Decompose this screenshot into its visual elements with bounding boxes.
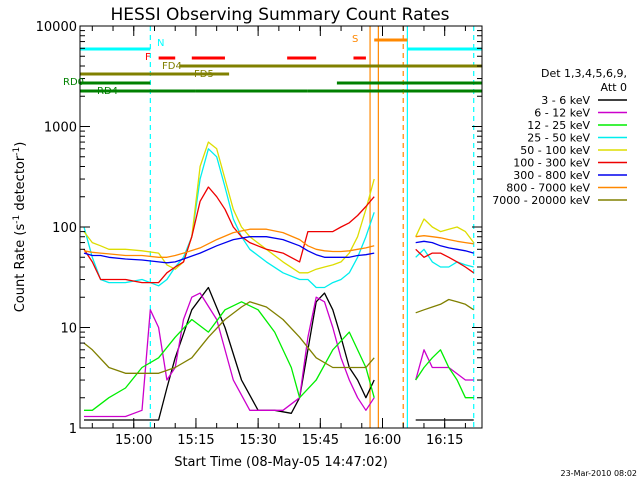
flag-label-rd0: RD0 [63,77,84,88]
legend-header: Det 1,3,4,5,6,9, [541,67,627,80]
legend-label-50-100-kev: 50 - 100 keV [520,144,590,157]
flag-label-fd5: FD5 [194,69,214,80]
series-25-50-kev-line [83,148,474,289]
series-6-12-kev-line [84,292,474,418]
flag-label-s: S [352,34,358,45]
legend-label-7000-20000-kev: 7000 - 20000 keV [492,194,590,207]
x-tick-label: 15:30 [239,433,276,448]
x-tick-label: 15:45 [302,433,339,448]
chart-title: HESSI Observing Summary Count Rates [110,5,449,25]
series-7000-20000-kev-line [83,298,475,374]
legend-label-300-800-kev: 300 - 800 keV [513,169,590,182]
x-tick-label: 16:00 [364,433,401,448]
series-300-800-kev-line [83,236,474,264]
series-50-100-kev-line [83,141,475,274]
legend-header: Att 0 [601,81,627,94]
x-axis-label: Start Time (08-May-05 14:47:02) [174,455,388,470]
flag-label-fd4: FD4 [162,61,182,72]
y-tick-label: 1 [69,422,77,437]
timestamp-footer: 23-Mar-2010 08:02 [561,469,638,478]
legend-label-6-12-kev: 6 - 12 keV [534,107,590,120]
legend-label-12-25-kev: 12 - 25 keV [527,119,590,132]
flag-label-n: N [157,38,164,49]
flag-label-rd4: RD4 [97,86,118,97]
y-axis-label: Count Rate (s-1 detector-1) [12,142,28,313]
y-tick-label: 1000 [44,121,77,136]
x-tick-label: 15:15 [177,433,214,448]
series-800-7000-kev-line [83,228,474,258]
y-tick-label: 10 [60,322,77,337]
legend-label-3-6-kev: 3 - 6 keV [541,94,590,107]
y-tick-label: 100 [52,221,77,236]
x-tick-label: 16:15 [426,433,463,448]
legend-label-800-7000-kev: 800 - 7000 keV [506,182,590,195]
y-tick-label: 10000 [36,20,77,35]
legend-label-100-300-kev: 100 - 300 keV [513,157,590,170]
series-100-300-kev-line [83,186,475,284]
flag-label-f: F [145,52,151,63]
series-12-25-kev-line [84,301,474,411]
legend-label-25-50-kev: 25 - 50 keV [527,132,590,145]
x-tick-label: 15:00 [115,433,152,448]
